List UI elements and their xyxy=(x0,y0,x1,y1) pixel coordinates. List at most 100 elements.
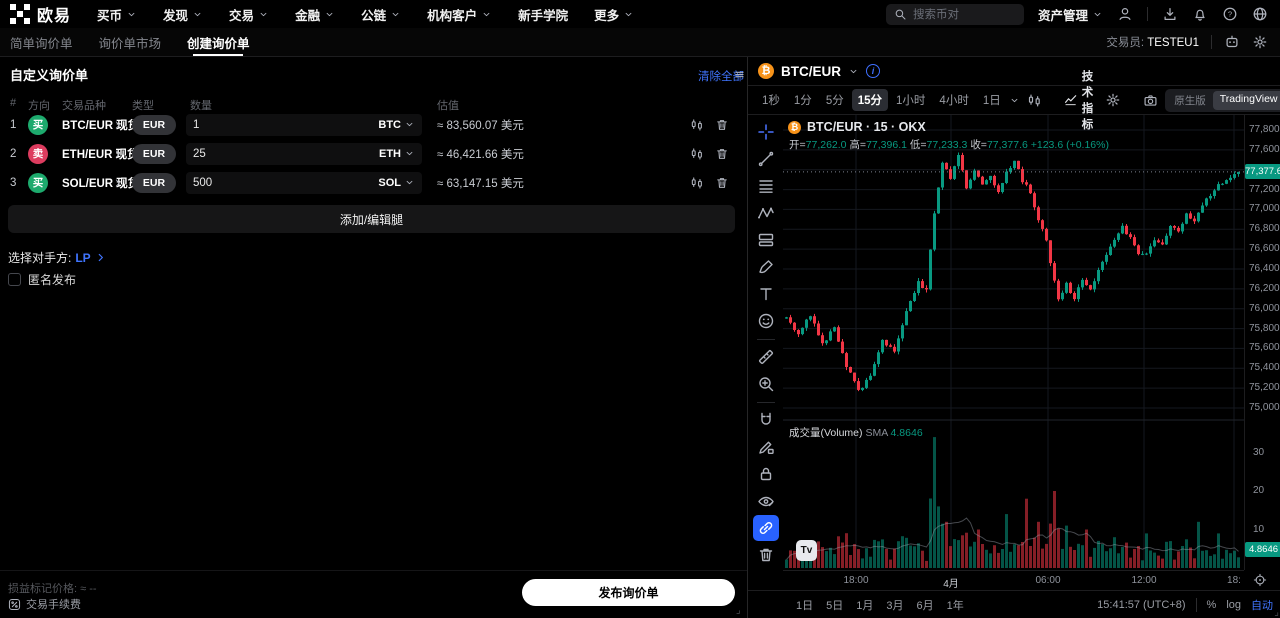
resize-corner[interactable]: ⌟ xyxy=(736,605,741,616)
scale-percent-button[interactable]: % xyxy=(1206,598,1217,611)
currency-select[interactable]: BTC xyxy=(378,119,415,131)
search-input[interactable]: 搜索币对 xyxy=(885,3,1024,25)
bell-icon[interactable] xyxy=(1192,6,1208,22)
price-axis-label: 77,800.0 xyxy=(1249,124,1280,135)
type-pill[interactable]: EUR xyxy=(132,143,176,164)
tradingview-mode-segment[interactable]: TradingView xyxy=(1212,90,1280,110)
timeframe-1小时[interactable]: 1小时 xyxy=(896,95,926,107)
bot-icon[interactable] xyxy=(1224,34,1240,50)
chart-preview-icon[interactable] xyxy=(690,176,704,190)
download-icon[interactable] xyxy=(1162,6,1178,22)
ruler-icon[interactable] xyxy=(753,344,779,370)
add-edit-leg-button[interactable]: 添加/编辑腿 xyxy=(8,205,735,233)
range-3月[interactable]: 3月 xyxy=(886,599,904,612)
chart-preview-icon[interactable] xyxy=(690,118,704,132)
okx-logo[interactable]: 欧易 xyxy=(0,2,85,26)
range-6月[interactable]: 6月 xyxy=(916,599,934,612)
chart-plot[interactable] xyxy=(783,115,1244,570)
timeframe-1秒[interactable]: 1秒 xyxy=(762,95,780,107)
anonymous-checkbox[interactable] xyxy=(8,273,21,286)
menu-item-5[interactable]: 机构客户 xyxy=(427,5,492,24)
menu-item-2[interactable]: 交易 xyxy=(229,5,269,24)
lock-icon[interactable] xyxy=(753,461,779,487)
globe-icon[interactable] xyxy=(1252,6,1268,22)
position-icon[interactable] xyxy=(753,227,779,253)
time-axis[interactable]: 18:00 4月 06:00 12:00 18: xyxy=(783,570,1244,590)
xabcd-icon[interactable] xyxy=(753,200,779,226)
delete-leg-icon[interactable] xyxy=(715,147,729,161)
currency-select[interactable]: SOL xyxy=(378,177,415,189)
fib-icon[interactable] xyxy=(753,173,779,199)
instrument-label[interactable]: SOL/EUR 现货 xyxy=(62,177,140,190)
candle-style-icon[interactable] xyxy=(1022,93,1047,108)
draw-edit-icon[interactable] xyxy=(753,434,779,460)
menu-item-1[interactable]: 发现 xyxy=(163,5,203,24)
pair-name[interactable]: BTC/EUR xyxy=(781,63,841,79)
brush-icon[interactable] xyxy=(753,254,779,280)
menu-item-6[interactable]: 新手学院 xyxy=(518,5,568,24)
panel-drag-handle-icon[interactable] xyxy=(733,68,746,81)
timeframe-15分[interactable]: 15分 xyxy=(851,89,889,111)
gear-icon[interactable] xyxy=(1252,34,1268,50)
camera-icon[interactable] xyxy=(1138,93,1163,108)
trendline-icon[interactable] xyxy=(753,146,779,172)
assets-menu[interactable]: 资产管理 xyxy=(1038,5,1103,24)
delete-leg-icon[interactable] xyxy=(715,118,729,132)
divider xyxy=(1211,35,1212,49)
type-pill[interactable]: EUR xyxy=(132,172,176,193)
menu-item-7[interactable]: 更多 xyxy=(594,5,634,24)
text-icon[interactable] xyxy=(753,281,779,307)
user-icon[interactable] xyxy=(1117,6,1133,22)
instrument-label[interactable]: ETH/EUR 现货 xyxy=(62,148,139,161)
timeframe-1分[interactable]: 1分 xyxy=(793,95,812,107)
currency-select[interactable]: ETH xyxy=(379,148,415,160)
type-pill[interactable]: EUR xyxy=(132,114,176,135)
delete-leg-icon[interactable] xyxy=(715,176,729,190)
indicators-button[interactable]: 技术指标 xyxy=(1059,68,1099,132)
range-1年[interactable]: 1年 xyxy=(946,599,964,612)
zoom-in-icon[interactable] xyxy=(753,371,779,397)
amount-field[interactable]: 1 BTC xyxy=(186,113,422,136)
help-icon[interactable]: ? xyxy=(1222,6,1238,22)
chart-settings-icon[interactable] xyxy=(1100,92,1126,108)
menu-item-4[interactable]: 公链 xyxy=(361,5,401,24)
tab-1[interactable]: 询价单市场 xyxy=(98,36,162,51)
native-mode-segment[interactable]: 原生版 xyxy=(1174,94,1206,107)
chevron-down-icon[interactable] xyxy=(848,66,859,77)
scale-auto-button[interactable]: 自动 xyxy=(1251,599,1273,612)
scale-log-button[interactable]: log xyxy=(1226,598,1241,611)
hide-drawings-icon[interactable] xyxy=(753,488,779,514)
counterparty-value[interactable]: LP xyxy=(75,250,91,265)
trash-icon[interactable] xyxy=(753,542,779,568)
resize-corner[interactable]: ⌟ xyxy=(1274,607,1279,618)
menu-label: 发现 xyxy=(163,8,189,23)
info-icon[interactable]: i xyxy=(866,64,880,78)
chart-toolbar: 1秒 1分 5分 15分 1小时 4小时 1日 技术指标 原生版 TradingView xyxy=(748,71,1280,131)
clear-all-link[interactable]: 清除全部 xyxy=(698,71,744,83)
direction-badge: 卖 xyxy=(28,143,48,164)
fee-row[interactable]: 交易手续费 xyxy=(8,596,81,612)
instrument-label[interactable]: BTC/EUR 现货 xyxy=(62,119,140,132)
chevron-down-icon[interactable] xyxy=(1009,95,1020,106)
crosshair-icon[interactable] xyxy=(753,119,779,145)
tab-2[interactable]: 创建询价单 xyxy=(187,28,250,56)
amount-field[interactable]: 500 SOL xyxy=(186,171,422,194)
timeframe-4小时[interactable]: 4小时 xyxy=(939,95,969,107)
range-1日[interactable]: 1日 xyxy=(796,599,814,612)
tab-0[interactable]: 简单询价单 xyxy=(10,36,73,51)
range-1月[interactable]: 1月 xyxy=(856,599,874,612)
sync-drawings-icon[interactable] xyxy=(752,515,779,541)
range-5日[interactable]: 5日 xyxy=(826,599,844,612)
chart-preview-icon[interactable] xyxy=(690,147,704,161)
publish-rfq-button[interactable]: 发布询价单 xyxy=(522,579,735,606)
timeframe-5分[interactable]: 5分 xyxy=(825,95,844,107)
menu-item-0[interactable]: 买币 xyxy=(97,5,137,24)
timeframe-1日[interactable]: 1日 xyxy=(982,95,1001,107)
menu-item-3[interactable]: 金融 xyxy=(295,5,335,24)
emoji-icon[interactable] xyxy=(753,308,779,334)
tradingview-logo[interactable]: Tv xyxy=(796,540,817,561)
price-axis[interactable]: 77,800.077,600.077,400.077,200.077,000.0… xyxy=(1244,115,1280,570)
magnet-icon[interactable] xyxy=(753,407,779,433)
goto-realtime-icon[interactable] xyxy=(1253,573,1267,587)
amount-field[interactable]: 25 ETH xyxy=(186,142,422,165)
